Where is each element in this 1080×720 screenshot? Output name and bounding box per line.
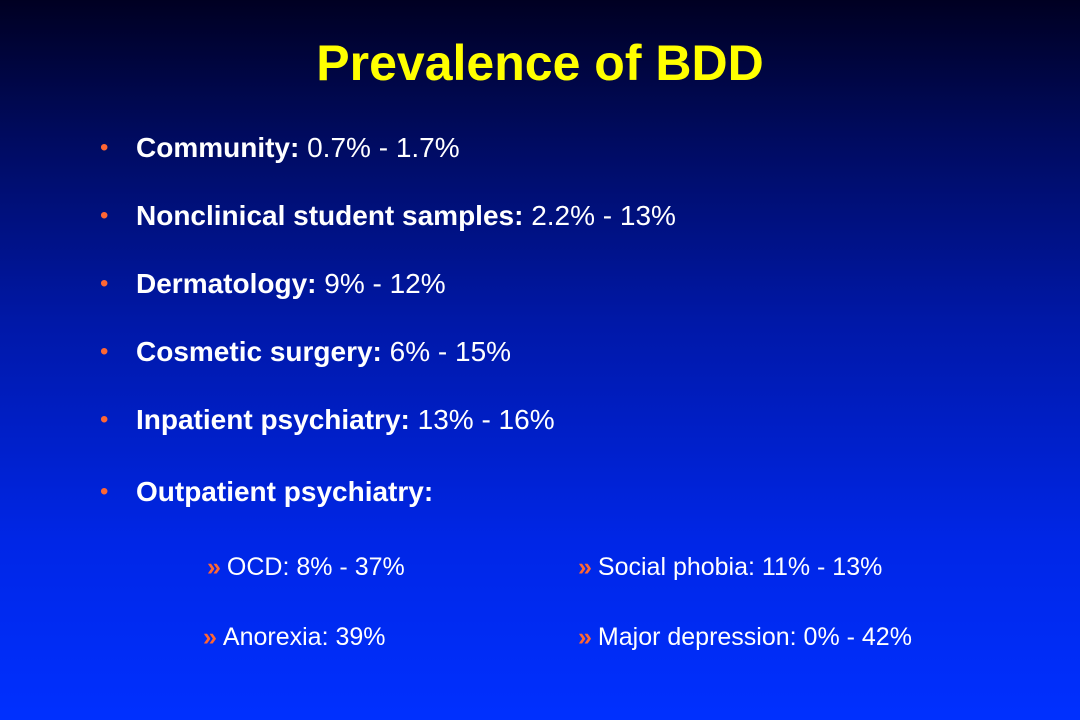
sub-bullet-text: Major depression: 0% - 42% (597, 623, 912, 651)
bullet-dot-icon: • (100, 270, 109, 297)
bullet-text: Community: 0.7% - 1.7% (136, 122, 460, 174)
sub-bullet-marker-icon: » (578, 623, 592, 651)
bullet-label: Nonclinical student samples: (136, 200, 524, 231)
sub-bullet-marker-icon: » (578, 553, 592, 581)
bullet-value: 6% - 15% (389, 336, 512, 367)
sub-bullet-anorexia: » Anorexia: 39% (203, 620, 386, 654)
sub-bullet-marker-icon: » (203, 623, 217, 651)
bullet-label: Outpatient psychiatry: (136, 476, 434, 507)
bullet-label: Inpatient psychiatry: (136, 404, 410, 435)
bullet-value: 0.7% - 1.7% (307, 132, 460, 163)
bullet-text: Cosmetic surgery: 6% - 15% (136, 326, 511, 378)
bullet-text: Outpatient psychiatry: (136, 466, 433, 518)
bullet-dot-icon: • (100, 478, 109, 505)
sub-bullet-text: Social phobia: 11% - 13% (597, 553, 883, 581)
sub-bullet-marker-icon: » (207, 553, 221, 581)
bullet-value: 2.2% - 13% (531, 200, 676, 231)
bullet-text: Dermatology: 9% - 12% (136, 258, 446, 310)
sub-bullet-social-phobia: » Social phobia: 11% - 13% (578, 550, 882, 584)
sub-bullet-major-depression: » Major depression: 0% - 42% (578, 620, 912, 654)
bullet-label: Cosmetic surgery: (136, 336, 382, 367)
bullet-value: 9% - 12% (324, 268, 446, 299)
sub-bullet-text: OCD: 8% - 37% (226, 553, 405, 581)
sub-bullet-ocd: » OCD: 8% - 37% (207, 550, 405, 584)
slide-title: Prevalence of BDD (316, 35, 764, 91)
bullet-dot-icon: • (100, 134, 109, 161)
bullet-dot-icon: • (100, 338, 109, 365)
sub-bullet-text: Anorexia: 39% (222, 623, 386, 651)
bullet-text: Inpatient psychiatry: 13% - 16% (136, 394, 555, 446)
bullet-text: Nonclinical student samples: 2.2% - 13% (136, 190, 676, 242)
bullet-label: Dermatology: (136, 268, 317, 299)
bullet-dot-icon: • (100, 406, 109, 433)
bullet-label: Community: (136, 132, 300, 163)
bullet-dot-icon: • (100, 202, 109, 229)
bullet-value: 13% - 16% (417, 404, 555, 435)
